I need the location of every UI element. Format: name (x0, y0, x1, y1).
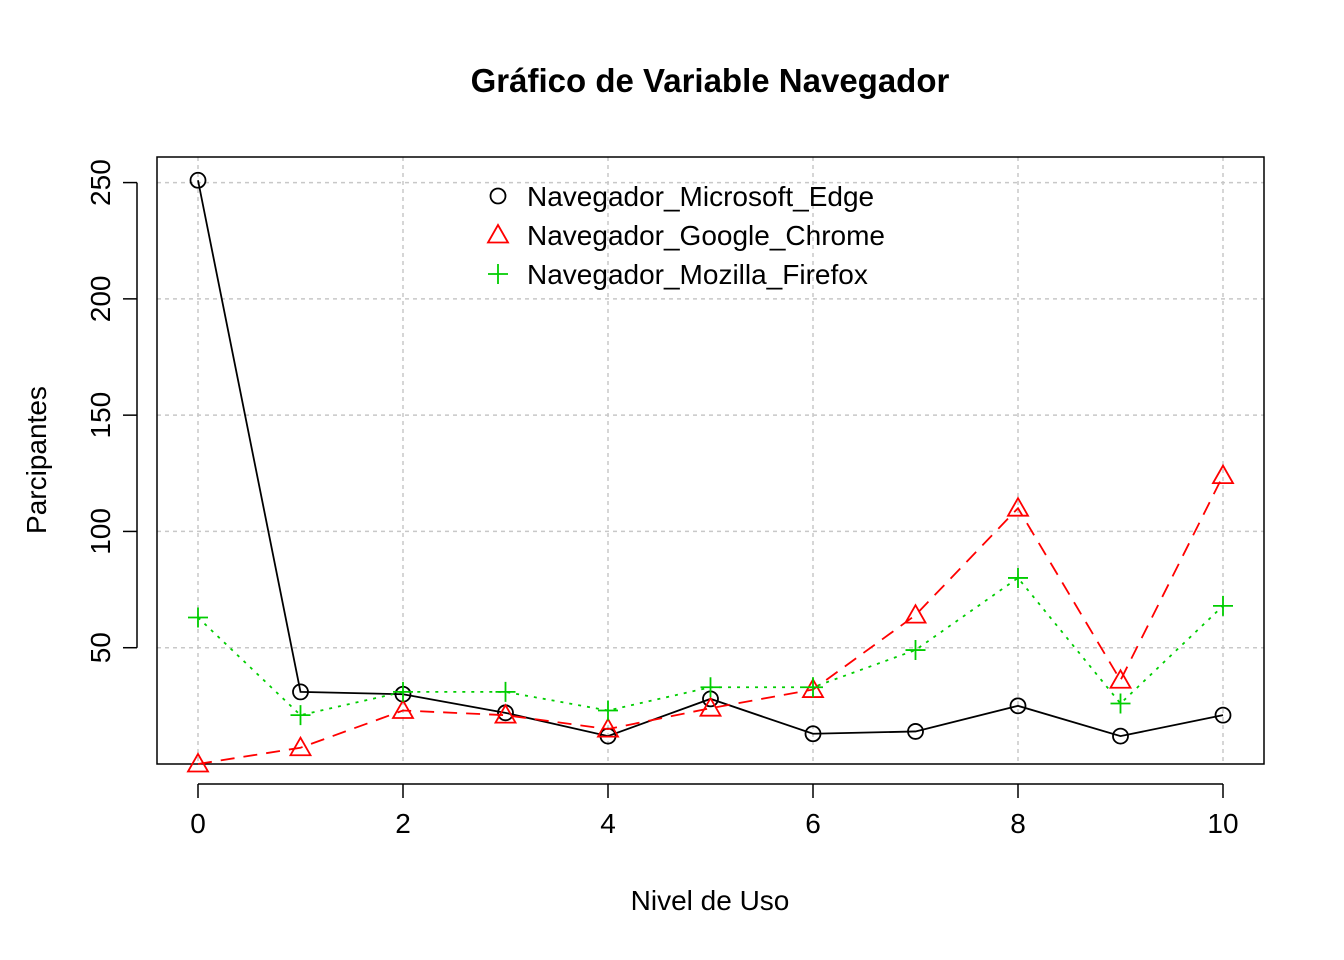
x-tick-label: 0 (190, 808, 206, 839)
y-tick-label: 50 (85, 632, 116, 663)
triangle-legend-icon (486, 223, 510, 244)
series-line (197, 475, 1224, 765)
x-axis-title: Nivel de Uso (631, 885, 790, 916)
data-point (596, 717, 620, 738)
data-point (1112, 727, 1129, 745)
data-point (493, 703, 518, 724)
y-tick-label: 200 (85, 276, 116, 323)
x-tick-label: 10 (1207, 808, 1238, 839)
data-point (903, 603, 928, 624)
data-point (186, 752, 210, 773)
data-point (700, 677, 721, 698)
x-tick-label: 8 (1010, 808, 1026, 839)
legend-label: Navegador_Mozilla_Firefox (527, 259, 868, 290)
data-point (1108, 668, 1133, 689)
x-tick-label: 4 (600, 808, 616, 839)
data-point (391, 698, 415, 719)
legend-label: Navegador_Google_Chrome (527, 220, 885, 251)
data-point (1213, 595, 1233, 616)
legend-label: Navegador_Microsoft_Edge (527, 181, 874, 212)
series-layer (186, 171, 1235, 773)
data-point (288, 735, 313, 757)
y-axis: 50 100 150 200 250 (85, 159, 138, 663)
data-point (907, 723, 924, 740)
data-point (290, 705, 311, 726)
legend: Navegador_Microsoft_Edge Navegador_Google… (486, 181, 885, 290)
data-point (1006, 496, 1030, 517)
data-point (803, 677, 823, 698)
data-point (804, 725, 822, 743)
data-point (1110, 693, 1131, 714)
plus-legend-icon (488, 264, 508, 284)
circle-legend-icon (489, 187, 507, 205)
legend-item: Navegador_Google_Chrome (486, 220, 885, 251)
data-point (292, 683, 309, 701)
data-point (189, 171, 207, 189)
series-2 (186, 463, 1235, 773)
data-point (1211, 463, 1235, 485)
data-point (1214, 706, 1232, 724)
y-axis-title: Parcipantes (21, 386, 52, 534)
data-point (905, 640, 926, 661)
x-tick-label: 2 (395, 808, 411, 839)
data-point (698, 696, 723, 717)
legend-item: Navegador_Mozilla_Firefox (488, 259, 868, 290)
x-axis: 0 2 4 6 8 10 (190, 783, 1239, 839)
legend-item: Navegador_Microsoft_Edge (489, 181, 874, 212)
data-point (598, 700, 618, 721)
data-point (393, 681, 413, 702)
y-tick-label: 150 (85, 392, 116, 439)
y-tick-label: 250 (85, 159, 116, 206)
data-point (1009, 697, 1027, 715)
y-tick-label: 100 (85, 508, 116, 555)
x-tick-label: 6 (805, 808, 821, 839)
data-point (188, 607, 208, 628)
chart-title: Gráfico de Variable Navegador (471, 62, 950, 99)
series-3 (188, 567, 1233, 726)
grid-lines (157, 157, 1264, 764)
plot-area-frame (156, 156, 1265, 765)
data-point (495, 681, 516, 702)
data-point (1008, 567, 1028, 588)
